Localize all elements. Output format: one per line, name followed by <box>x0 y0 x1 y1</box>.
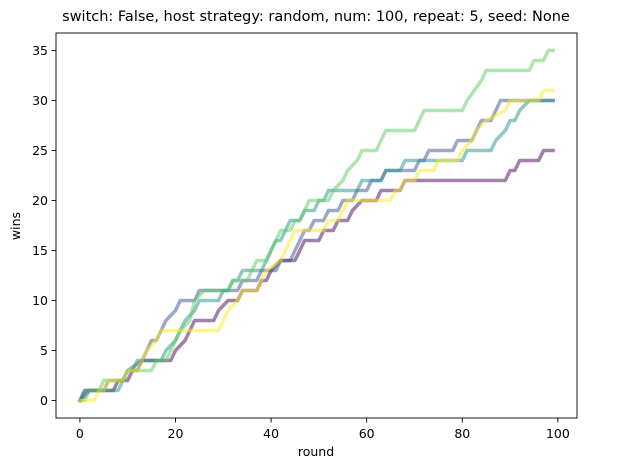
y-tick-label: 5 <box>40 343 48 358</box>
series-line-4 <box>78 48 555 403</box>
axes-frame <box>55 32 578 419</box>
y-tick-label: 15 <box>32 243 48 258</box>
x-tick-label: 100 <box>546 426 570 441</box>
y-tick-label: 25 <box>32 143 48 158</box>
y-axis-label: wins <box>8 212 23 240</box>
x-tick-label: 20 <box>168 426 184 441</box>
series-line-3 <box>77 98 555 403</box>
y-tick-label: 20 <box>32 193 48 208</box>
chart-title: switch: False, host strategy: random, nu… <box>62 9 570 25</box>
y-tick-label: 35 <box>32 43 48 58</box>
y-tick-label: 10 <box>32 293 48 308</box>
series-layer <box>77 48 555 403</box>
x-tick-label: 80 <box>454 426 470 441</box>
x-tick-label: 60 <box>359 426 375 441</box>
x-axis-label: round <box>298 444 334 459</box>
series-line-5 <box>78 88 555 403</box>
x-tick-label: 0 <box>76 426 84 441</box>
y-tick-label: 30 <box>32 93 48 108</box>
x-tick-label: 40 <box>263 426 279 441</box>
y-tick-label: 0 <box>40 393 48 408</box>
ticks-layer: 0 20 40 60 80 100 0 5 10 15 20 25 30 35 <box>32 43 570 441</box>
